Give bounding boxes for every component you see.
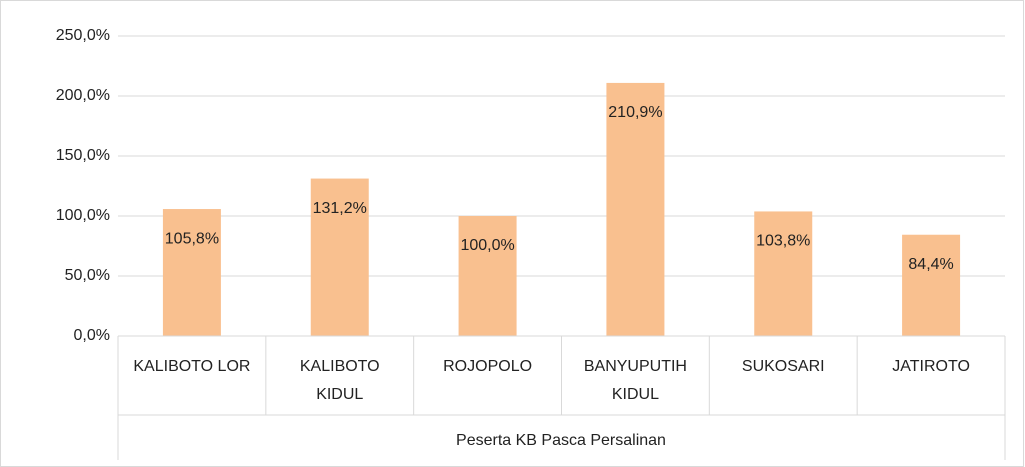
y-tick-label: 250,0%: [56, 27, 110, 44]
data-label: 210,9%: [608, 104, 662, 121]
y-tick-label: 100,0%: [56, 207, 110, 224]
bar: [754, 211, 813, 336]
bar: [162, 209, 221, 336]
y-tick-label: 200,0%: [56, 87, 110, 104]
bar: [902, 234, 961, 336]
x-tick-label: BANYUPUTIH KIDUL: [584, 358, 687, 403]
x-tick-label: JATIROTO: [892, 358, 970, 375]
x-group-label: Peserta KB Pasca Persalinan: [456, 432, 666, 449]
y-tick-label: 150,0%: [56, 147, 110, 164]
x-tick-label: ROJOPOLO: [443, 358, 532, 375]
y-tick-label: 0,0%: [74, 327, 110, 344]
data-label: 100,0%: [460, 237, 514, 254]
bar: [606, 82, 665, 336]
bar: [310, 178, 369, 336]
x-tick-label: SUKOSARI: [742, 358, 825, 375]
data-label: 131,2%: [313, 200, 367, 217]
bar: [458, 216, 517, 336]
x-tick-label: KALIBOTO KIDUL: [300, 358, 380, 403]
data-label: 103,8%: [756, 233, 810, 250]
data-label: 105,8%: [165, 230, 219, 247]
data-label: 84,4%: [908, 256, 953, 273]
x-tick-label: KALIBOTO LOR: [133, 358, 250, 375]
y-tick-label: 50,0%: [65, 267, 110, 284]
